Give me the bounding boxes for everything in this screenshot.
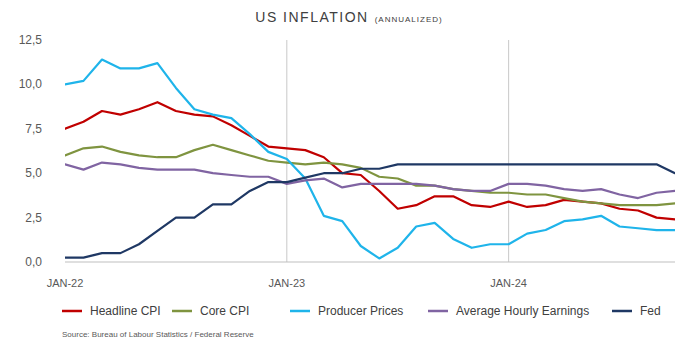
title: US INFLATION (255, 9, 368, 25)
legend-label: Average Hourly Earnings (456, 304, 589, 318)
legend-swatch (62, 310, 82, 313)
legend-swatch (290, 310, 310, 313)
x-axis (65, 262, 675, 263)
grid-line (508, 40, 509, 262)
series-line (65, 60, 675, 259)
series-line (65, 102, 675, 219)
y-tick-label: 5,0 (25, 166, 42, 180)
source-note: Source: Bureau of Labour Statistics / Fe… (62, 330, 254, 339)
y-tick-label: 0,0 (25, 255, 42, 269)
legend-swatch (612, 310, 632, 313)
y-tick-label: 12,5 (19, 33, 43, 47)
y-tick-label: 10,0 (19, 77, 43, 91)
chart: US INFLATION (ANNUALIZED) 0,0 2,5 5,0 7,5 10,0… (0, 0, 698, 351)
page: {"chart_data": { "type": "line", "title"… (0, 0, 698, 351)
legend-label: Producer Prices (318, 304, 403, 318)
y-tick-label: 7,5 (25, 122, 42, 136)
x-tick-label: JAN-22 (47, 277, 84, 289)
y-tick-label: 2,5 (25, 211, 42, 225)
legend-swatch (172, 310, 192, 313)
grid-line (286, 40, 287, 262)
legend-label: Fed (640, 304, 661, 318)
legend-label: Headline CPI (90, 304, 161, 318)
x-tick-label: JAN-24 (490, 277, 527, 289)
title-line: US INFLATION (ANNUALIZED) (255, 9, 442, 25)
subtitle: (ANNUALIZED) (375, 15, 443, 24)
series-line (65, 145, 675, 205)
series-line (65, 164, 675, 257)
legend-label: Core CPI (200, 304, 249, 318)
legend-swatch (428, 310, 448, 313)
series-group (65, 60, 675, 259)
x-tick-label: JAN-23 (268, 277, 305, 289)
